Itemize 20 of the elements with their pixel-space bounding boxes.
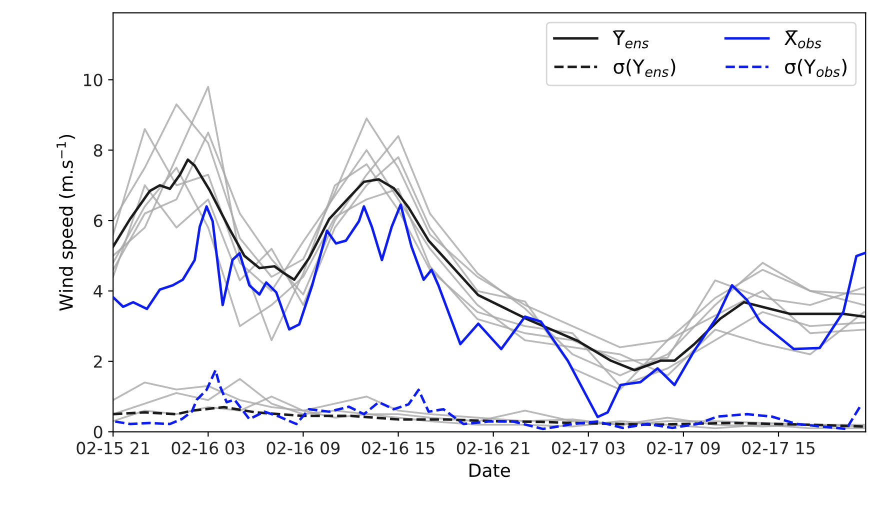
x-tick-label: 02-15 21 — [76, 442, 150, 454]
y-tick-label: 4 — [94, 285, 102, 298]
y-tick-label: 8 — [94, 144, 102, 157]
x-tick-label: 02-16 21 — [456, 442, 530, 454]
x-tick-label: 02-17 15 — [742, 442, 815, 454]
x-tick-label: 02-17 03 — [552, 442, 625, 454]
x-tick-label: 02-17 09 — [647, 442, 720, 454]
x-tick-label: 02-16 03 — [172, 442, 244, 454]
y-axis-title: Wind speed (m.s$^{−1}$) — [56, 134, 76, 311]
y-tick-label: 10 — [84, 74, 102, 86]
y-tick-label: 6 — [94, 214, 102, 228]
x-tick-label: 02-16 09 — [266, 442, 340, 454]
legend-label: X̅$_{obs}$ — [784, 30, 822, 48]
y-tick-label: 0 — [94, 426, 102, 438]
legend-label: σ(Y$_{ens}$) — [614, 58, 676, 78]
x-axis-title: Date — [470, 464, 510, 478]
y-tick-label: 2 — [94, 355, 102, 368]
legend-label: Y̅$_{ens}$ — [612, 30, 649, 48]
legend-label: σ(Y$_{obs}$) — [785, 58, 846, 78]
x-tick-label: 02-16 15 — [362, 442, 434, 454]
